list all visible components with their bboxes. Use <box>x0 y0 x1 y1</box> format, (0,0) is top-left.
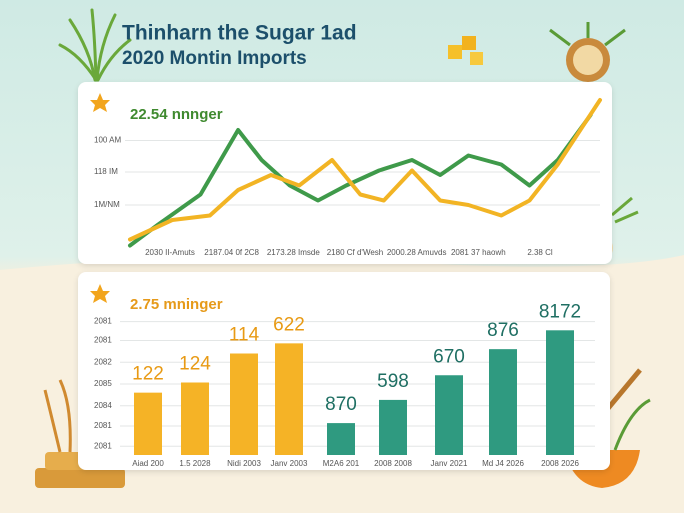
sugarcane-plant <box>58 8 132 82</box>
value-label: 670 <box>433 346 465 367</box>
bar <box>435 375 463 455</box>
y-tick-label: 2082 <box>94 357 112 366</box>
bar <box>546 330 574 455</box>
x-tick-label: 2.38 Cl <box>527 248 553 257</box>
sugar-cubes <box>448 36 483 65</box>
chart-subtitle: 2020 Montin Imports <box>122 48 307 69</box>
x-tick-label: 2081 37 haowh <box>451 248 506 257</box>
x-tick-label: 2008 2008 <box>374 459 412 468</box>
bar <box>134 392 162 455</box>
panel-label: 22.54 nnnger <box>130 106 223 123</box>
x-tick-label: 2000.28 Amuvds <box>387 248 447 257</box>
coconut <box>549 22 626 82</box>
y-tick-label: 2081 <box>94 421 112 430</box>
panel-label: 2.75 mninger <box>130 296 223 313</box>
bar <box>379 399 407 455</box>
bar <box>230 353 258 455</box>
value-label: 114 <box>229 325 260 346</box>
x-tick-label: M2A6 201 <box>323 459 360 468</box>
y-tick-label: 2081 <box>94 317 112 326</box>
bar <box>489 349 517 455</box>
x-tick-label: 2173.28 Imsde <box>267 248 320 257</box>
x-tick-label: Aiad 200 <box>132 459 164 468</box>
x-tick-label: Nidi 2003 <box>227 459 261 468</box>
bar <box>181 382 209 455</box>
x-tick-label: 1.5 2028 <box>179 459 211 468</box>
bar <box>327 423 355 455</box>
bar <box>275 343 303 455</box>
x-tick-label: Janv 2003 <box>271 459 308 468</box>
y-tick-label: 2081 <box>94 336 112 345</box>
value-label: 876 <box>487 320 519 341</box>
value-label: 622 <box>273 314 305 335</box>
chart-title: Thinharn the Sugar 1ad <box>122 22 357 45</box>
x-tick-label: 2180 Cf d'Wesh <box>327 248 384 257</box>
value-label: 124 <box>179 354 211 375</box>
y-tick-label: 2084 <box>94 401 112 410</box>
y-tick-label: 2085 <box>94 379 112 388</box>
value-label: 598 <box>377 371 409 392</box>
x-tick-label: Md J4 2026 <box>482 459 524 468</box>
x-tick-label: 2187.04 0f 2C8 <box>204 248 259 257</box>
x-tick-label: Janv 2021 <box>431 459 468 468</box>
y-tick-label: 2081 <box>94 441 112 450</box>
data-line <box>128 98 602 242</box>
y-tick-label: 100 AM <box>94 136 121 145</box>
value-label: 870 <box>325 394 357 415</box>
star-icon <box>90 284 110 303</box>
x-tick-label: 2008 2026 <box>541 459 579 468</box>
value-label: 8172 <box>539 301 581 322</box>
data-line <box>128 113 593 248</box>
x-tick-label: 2030 II-Amuts <box>145 248 195 257</box>
star-icon <box>90 93 110 112</box>
y-tick-label: 1M/NM <box>94 200 120 209</box>
y-tick-label: 118 IM <box>94 167 118 176</box>
value-label: 122 <box>132 364 164 385</box>
